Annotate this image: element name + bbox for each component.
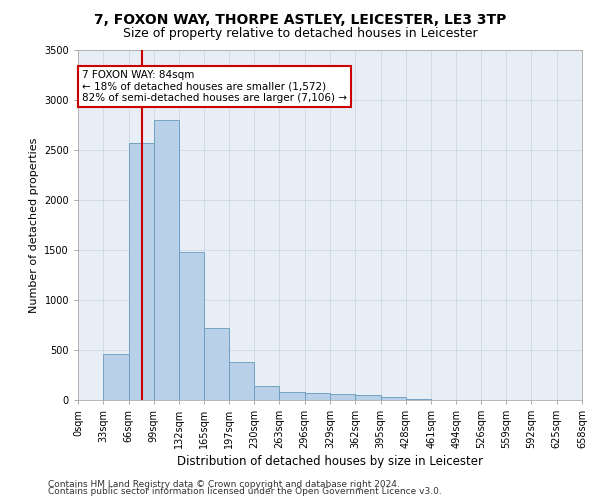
Bar [406, 399, 431, 400]
Text: 7 FOXON WAY: 84sqm
← 18% of detached houses are smaller (1,572)
82% of semi-deta: 7 FOXON WAY: 84sqm ← 18% of detached hou… [82, 70, 347, 103]
Bar [330, 394, 355, 400]
Bar [179, 252, 205, 400]
Text: Contains HM Land Registry data © Crown copyright and database right 2024.: Contains HM Land Registry data © Crown c… [48, 480, 400, 489]
Bar [154, 120, 179, 400]
Text: 7, FOXON WAY, THORPE ASTLEY, LEICESTER, LE3 3TP: 7, FOXON WAY, THORPE ASTLEY, LEICESTER, … [94, 12, 506, 26]
Y-axis label: Number of detached properties: Number of detached properties [29, 138, 38, 312]
X-axis label: Distribution of detached houses by size in Leicester: Distribution of detached houses by size … [177, 456, 483, 468]
Bar [280, 392, 305, 400]
Bar [305, 393, 330, 400]
Bar [128, 143, 154, 400]
Bar [229, 362, 254, 400]
Text: Contains public sector information licensed under the Open Government Licence v3: Contains public sector information licen… [48, 488, 442, 496]
Bar [205, 328, 229, 400]
Bar [254, 386, 280, 400]
Bar [103, 354, 128, 400]
Text: Size of property relative to detached houses in Leicester: Size of property relative to detached ho… [122, 28, 478, 40]
Bar [355, 395, 380, 400]
Bar [380, 397, 406, 400]
